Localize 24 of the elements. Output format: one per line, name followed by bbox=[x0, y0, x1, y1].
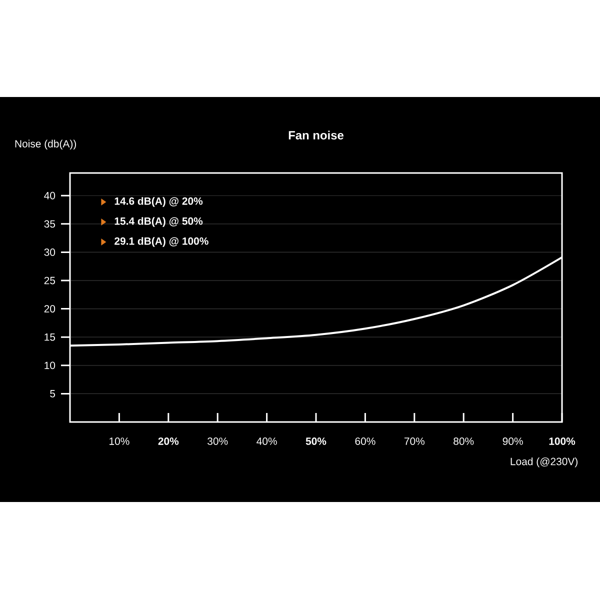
x-tick-label: 40% bbox=[256, 438, 277, 445]
annotation: 14.6 dB(A) @ 20% bbox=[114, 197, 203, 207]
x-tick-label: 100% bbox=[549, 438, 576, 445]
x-tick-label: 10% bbox=[110, 438, 130, 445]
x-tick-label: 80% bbox=[454, 438, 474, 445]
y-tick-label: 30 bbox=[44, 248, 56, 256]
y-tick-label: 35 bbox=[44, 220, 56, 228]
annotation: 29.1 dB(A) @ 100% bbox=[114, 237, 208, 247]
y-tick-label: 25 bbox=[44, 276, 56, 284]
y-tick-label: 40 bbox=[44, 192, 56, 200]
x-tick-label: 70% bbox=[404, 438, 424, 445]
annotation: 15.4 dB(A) @ 50% bbox=[114, 217, 203, 227]
y-axis-title: Noise (db(A)) bbox=[15, 140, 76, 150]
chart-title: Fan noise bbox=[288, 130, 344, 140]
y-tick-label: 20 bbox=[44, 305, 56, 313]
x-tick-label: 30% bbox=[208, 438, 228, 445]
x-tick-label: 60% bbox=[355, 438, 376, 445]
x-tick-label: 20% bbox=[158, 438, 179, 445]
y-tick-label: 10 bbox=[44, 362, 56, 370]
y-tick-label: 15 bbox=[44, 333, 56, 341]
x-axis-title: Load (@230V) bbox=[510, 458, 578, 468]
x-tick-label: 50% bbox=[306, 438, 326, 445]
x-tick-label: 90% bbox=[502, 438, 523, 445]
y-tick-label: 5 bbox=[50, 390, 56, 398]
